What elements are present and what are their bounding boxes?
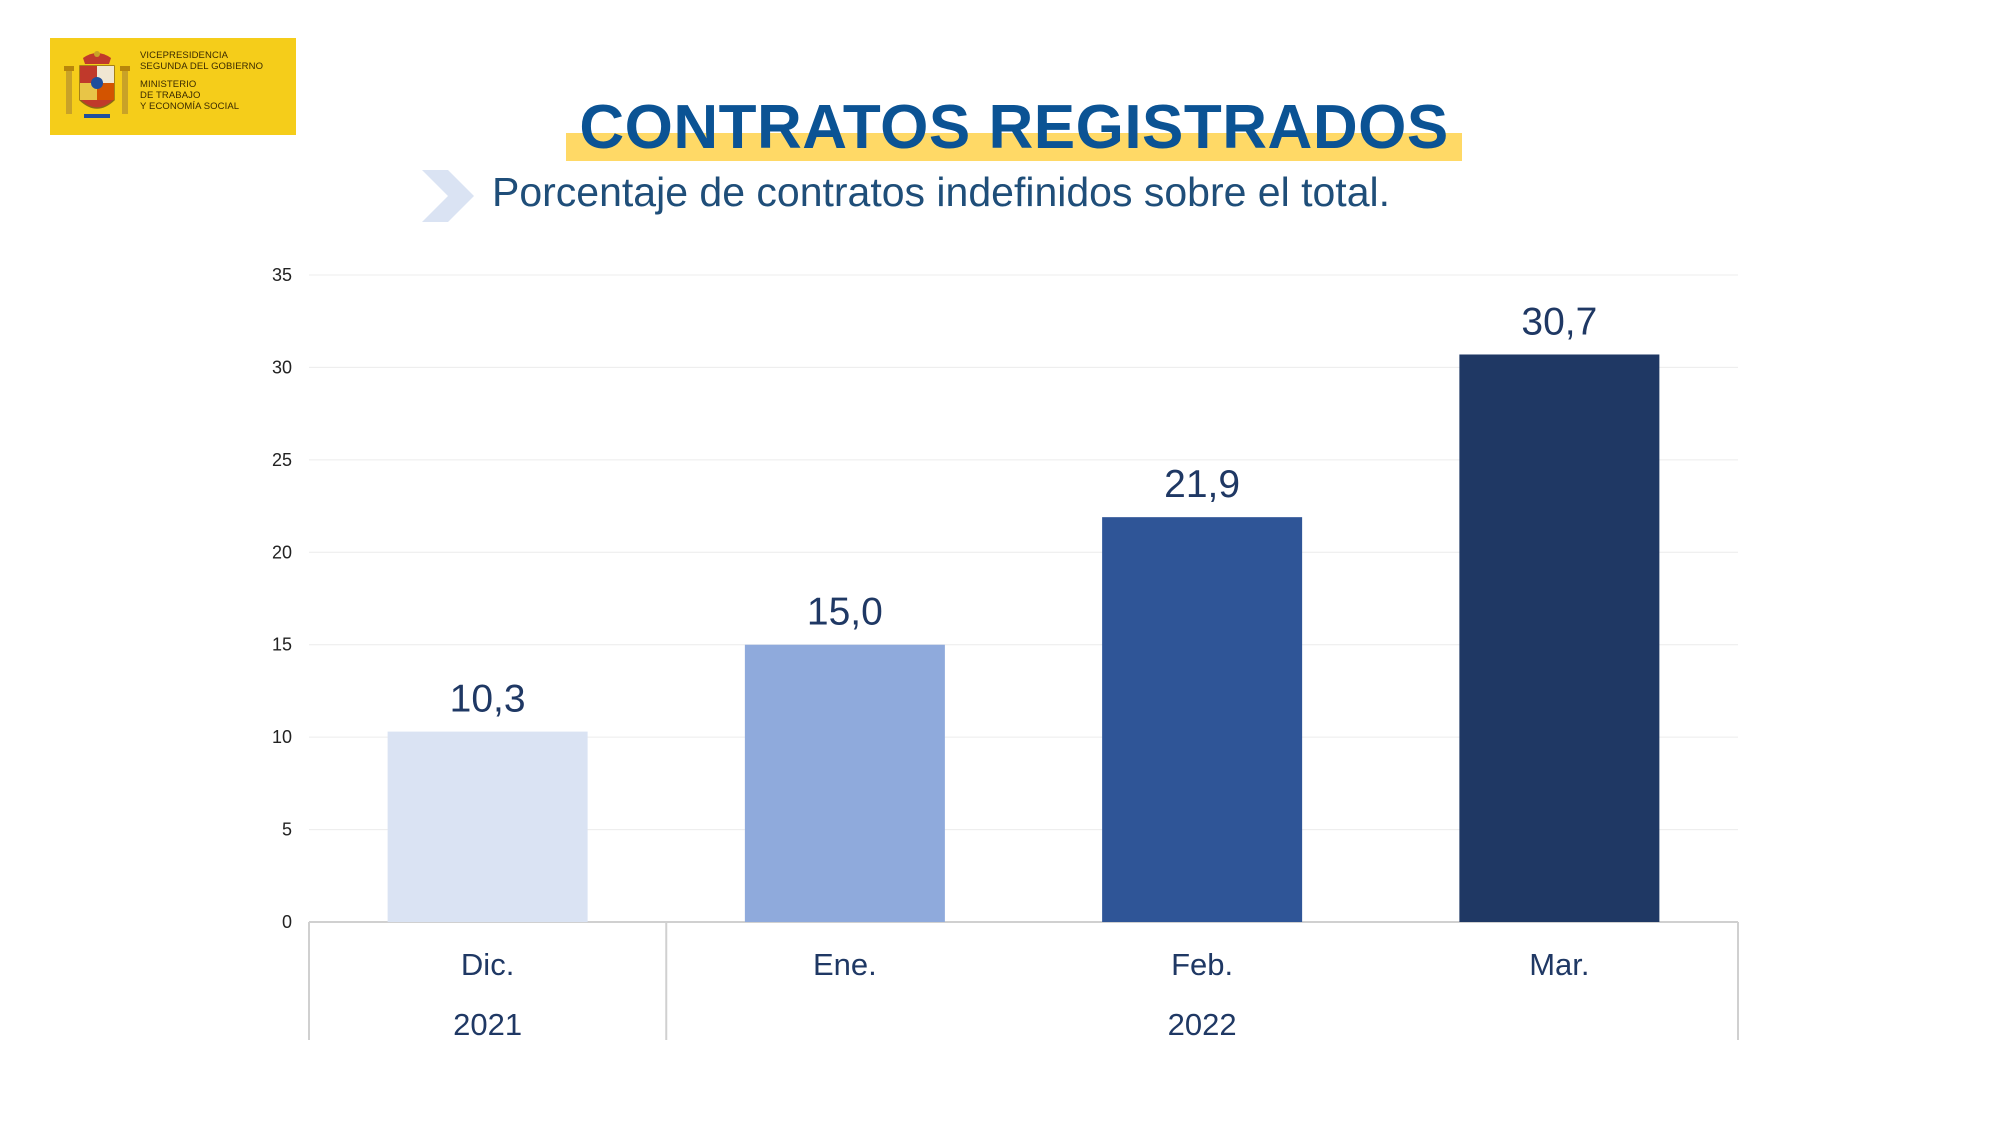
data-label-ene: 15,0	[807, 591, 883, 634]
data-label-mar: 30,7	[1521, 300, 1597, 343]
logo-line-5: Y ECONOMÍA SOCIAL	[140, 101, 240, 112]
y-tick-label-0: 0	[282, 912, 292, 932]
bar-ene	[744, 644, 945, 922]
y-tick-label-25: 25	[272, 450, 292, 470]
bar-feb	[1102, 517, 1303, 922]
coat-of-arms-icon	[64, 51, 130, 118]
logo-line-2: SEGUNDA DEL GOBIERNO	[140, 61, 264, 72]
year-group-label-2021: 2021	[453, 1007, 522, 1042]
logo-text: VICEPRESIDENCIA SEGUNDA DEL GOBIERNO MIN…	[140, 50, 263, 112]
bar-dic	[387, 731, 588, 922]
logo-line-4: DE TRABAJO	[140, 90, 201, 101]
government-logo: VICEPRESIDENCIA SEGUNDA DEL GOBIERNO MIN…	[50, 38, 296, 135]
chevron-right-icon	[422, 170, 474, 222]
y-tick-label-5: 5	[282, 820, 292, 840]
x-tick-label-dic: Dic.	[461, 947, 514, 982]
x-tick-label-feb: Feb.	[1171, 947, 1233, 982]
y-tick-label-35: 35	[272, 265, 292, 285]
x-tick-label-mar: Mar.	[1529, 947, 1589, 982]
x-tick-label-ene: Ene.	[813, 947, 877, 982]
logo-line-3: MINISTERIO	[140, 79, 197, 90]
data-label-feb: 21,9	[1164, 463, 1240, 506]
y-tick-label-30: 30	[272, 357, 292, 377]
year-group-label-2022: 2022	[1168, 1007, 1237, 1042]
y-tick-label-15: 15	[272, 635, 292, 655]
logo-line-1: VICEPRESIDENCIA	[140, 50, 229, 61]
page-title: CONTRATOS REGISTRADOS	[579, 93, 1449, 162]
data-label-dic: 10,3	[450, 678, 526, 721]
y-tick-label-10: 10	[272, 727, 292, 747]
y-tick-label-20: 20	[272, 542, 292, 562]
page-subtitle: Porcentaje de contratos indefinidos sobr…	[492, 169, 1390, 215]
bar-mar	[1459, 354, 1660, 922]
title-highlight	[566, 133, 1462, 161]
